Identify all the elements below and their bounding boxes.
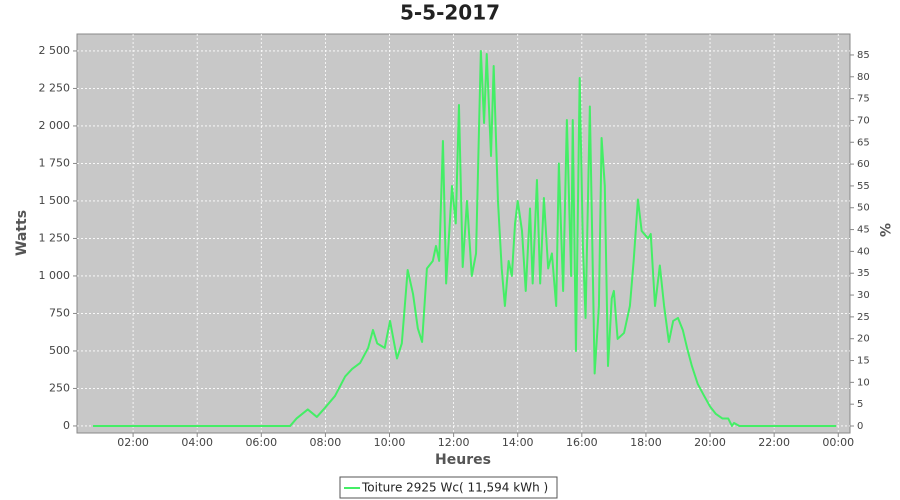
y-tick-label: 2 500 (39, 44, 71, 57)
x-tick-label: 06:00 (245, 436, 277, 449)
y-tick-label: 1 250 (39, 231, 71, 244)
x-tick-label: 00:00 (822, 436, 854, 449)
y2-tick-label: 45 (857, 225, 870, 236)
y-tick-label: 0 (63, 419, 70, 432)
y2-tick-label: 25 (857, 312, 870, 323)
y-tick-label: 2 000 (39, 119, 71, 132)
y-tick-label: 1 500 (39, 194, 71, 207)
x-tick-label: 12:00 (438, 436, 470, 449)
y-tick-label: 1 750 (39, 156, 71, 169)
y-tick-label: 2 250 (39, 81, 71, 94)
y2-tick-label: 40 (857, 246, 870, 257)
y2-tick-label: 55 (857, 181, 870, 192)
y-tick-label: 500 (49, 344, 70, 357)
y2-tick-label: 65 (857, 137, 870, 148)
x-tick-label: 02:00 (117, 436, 149, 449)
plot-area (76, 33, 851, 434)
x-tick-label: 18:00 (630, 436, 662, 449)
legend-label: Toiture 2925 Wc( 11,594 kWh ) (361, 481, 548, 495)
y-axis-title: Watts (14, 210, 30, 256)
x-tick-label: 22:00 (758, 436, 790, 449)
x-tick-label: 16:00 (566, 436, 598, 449)
y2-tick-label: 15 (857, 356, 870, 367)
y2-tick-label: 5 (857, 399, 863, 410)
y-tick-label: 250 (49, 381, 70, 394)
y2-axis-title: % (876, 223, 892, 237)
y2-tick-label: 35 (857, 268, 870, 279)
legend-box (339, 476, 558, 499)
y2-tick-label: 20 (857, 334, 870, 345)
y2-tick-label: 0 (857, 421, 863, 432)
x-tick-label: 14:00 (502, 436, 534, 449)
y-tick-label: 1 000 (39, 269, 71, 282)
x-tick-label: 20:00 (694, 436, 726, 449)
y2-tick-label: 70 (857, 115, 870, 126)
x-tick-label: 08:00 (310, 436, 342, 449)
y2-tick-label: 75 (857, 94, 870, 105)
x-tick-label: 10:00 (374, 436, 406, 449)
series-line (93, 49, 837, 427)
y2-tick-label: 80 (857, 72, 870, 83)
y2-tick-label: 30 (857, 290, 870, 301)
x-axis-title: Heures (435, 452, 491, 468)
y2-tick-label: 85 (857, 50, 870, 61)
y2-tick-label: 10 (857, 377, 870, 388)
x-tick-label: 04:00 (181, 436, 213, 449)
y2-tick-label: 50 (857, 203, 870, 214)
y-tick-label: 750 (49, 306, 70, 319)
chart-title: 5-5-2017 (400, 1, 500, 25)
y2-tick-label: 60 (857, 159, 870, 170)
